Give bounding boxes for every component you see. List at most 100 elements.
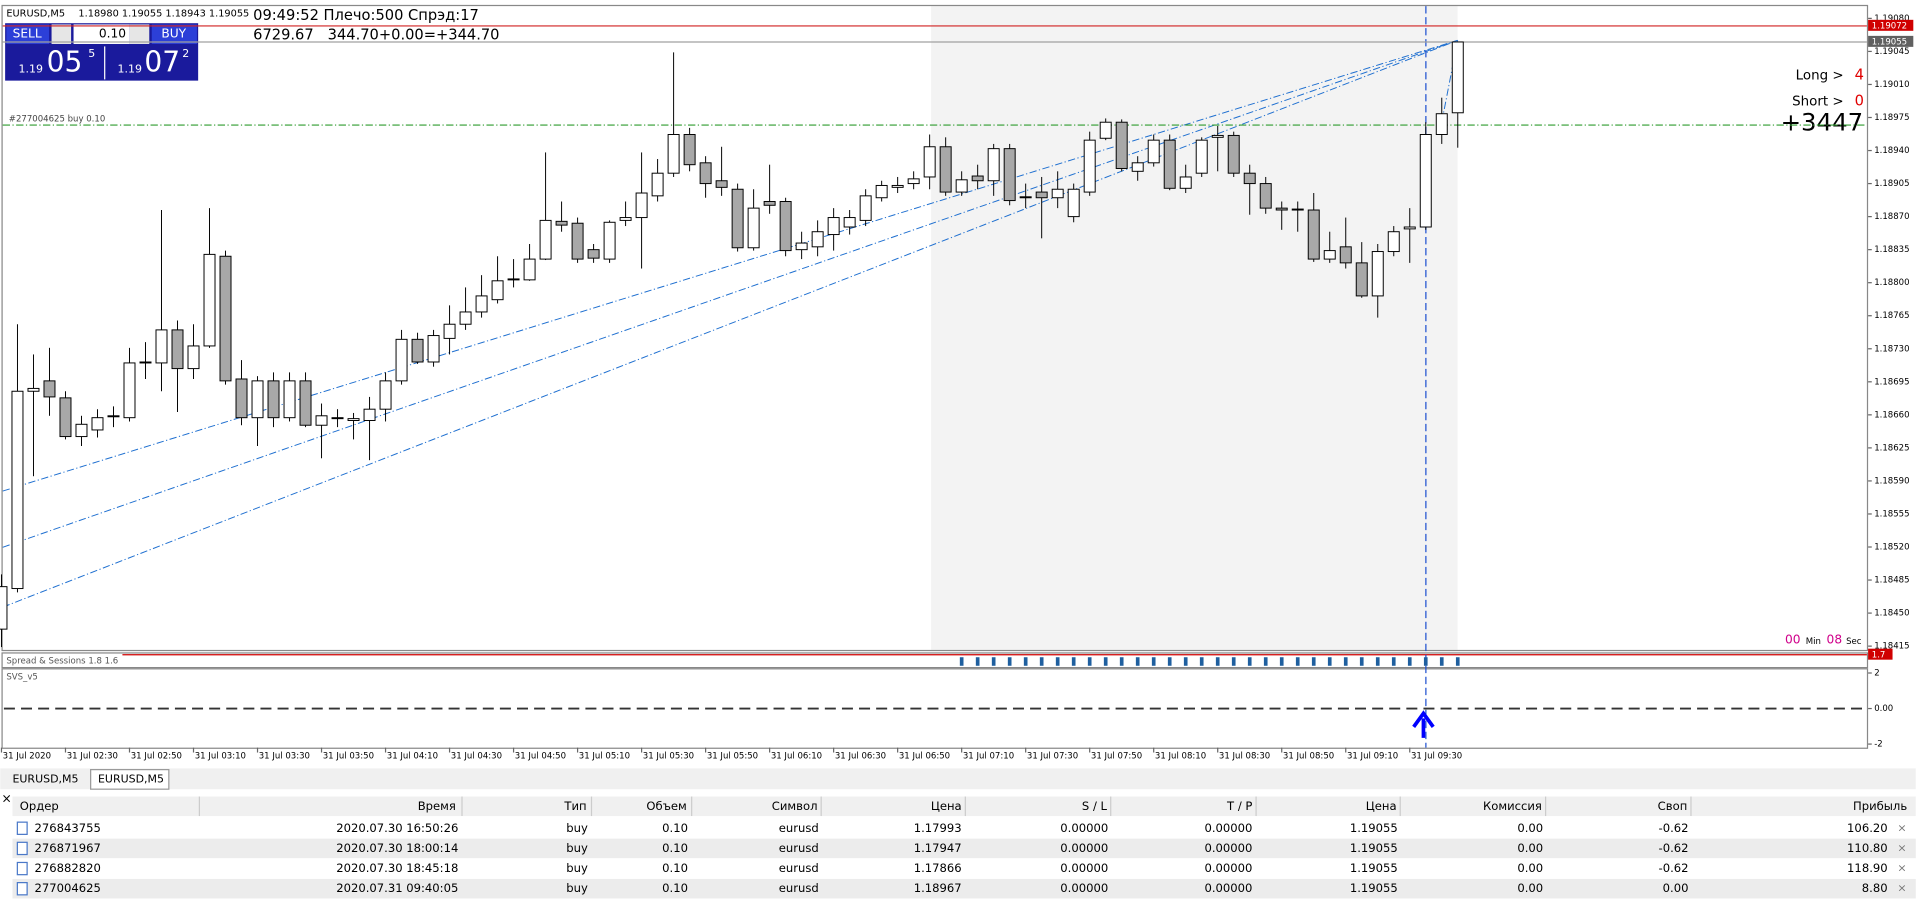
y-tick-label: 1.18695	[1874, 377, 1909, 387]
y-tick-label: 1.18485	[1874, 576, 1909, 586]
lot-down[interactable]	[51, 24, 72, 44]
bid-tag-bg	[1868, 35, 1914, 47]
row-close: ×	[1897, 882, 1906, 895]
spread-bar	[1423, 657, 1428, 666]
candle-body	[379, 380, 392, 410]
lot-value: 0.10	[99, 27, 126, 41]
candle-body	[123, 362, 136, 419]
spread-bar	[1327, 657, 1332, 666]
candle-body	[235, 378, 248, 419]
ask-big: 1.19	[118, 63, 142, 76]
candle-body	[843, 217, 856, 228]
timer-sec: 08	[1827, 633, 1843, 647]
spread-title: Spread & Sessions 1.8 1.6	[6, 656, 118, 666]
x-tick-label: 31 Jul 07:10	[963, 752, 1014, 762]
spread-tag: 1.7	[1872, 650, 1886, 660]
candle-body	[171, 329, 184, 370]
cell: eurusd	[779, 841, 819, 855]
cell: 2020.07.31 09:40:05	[336, 881, 458, 895]
spread-bar	[1071, 657, 1076, 666]
candle-body	[827, 217, 840, 236]
total-profit: +3447	[1781, 107, 1864, 136]
symbol: EURUSD,M5	[6, 8, 65, 19]
x-tick-label: 31 Jul 07:50	[1091, 752, 1142, 762]
x-tick-label: 31 Jul 06:10	[771, 752, 822, 762]
spread-bar	[1055, 657, 1060, 666]
cell: 0.10	[662, 841, 688, 855]
svs-frame	[1, 668, 1869, 749]
candle-body	[267, 380, 280, 419]
cell: 0.00000	[1060, 821, 1108, 835]
bid-big: 1.19	[19, 63, 43, 76]
tab[interactable]: EURUSD,M5	[98, 772, 164, 785]
svs-tick-label: 0.00	[1874, 704, 1893, 714]
tab[interactable]: EURUSD,M5	[12, 772, 78, 785]
ohlc: 1.18980 1.19055 1.18943 1.19055	[78, 8, 249, 19]
spread-bar	[1359, 657, 1364, 666]
candle-body	[763, 201, 776, 206]
spread-bar	[1247, 657, 1252, 666]
y-tick-label: 1.19080	[1874, 14, 1909, 24]
candle-body	[363, 408, 376, 422]
column-header: Время	[418, 799, 456, 813]
candle-body	[651, 172, 664, 197]
cell: 1.17947	[914, 841, 962, 855]
table-header-bg	[12, 796, 1916, 817]
buy-button[interactable]	[151, 24, 197, 44]
x-tick-label: 31 Jul 09:10	[1347, 752, 1398, 762]
column-header: Своп	[1658, 799, 1688, 813]
close-terminal[interactable]: ×	[1, 791, 11, 805]
spread-bar	[1103, 657, 1108, 666]
candle-body	[0, 586, 8, 630]
column-header: T / P	[1226, 799, 1252, 813]
candle-body	[1019, 196, 1032, 199]
column-header: Цена	[931, 799, 962, 813]
cell: 110.80	[1847, 841, 1888, 855]
divider	[104, 46, 106, 80]
lot-up[interactable]	[129, 24, 150, 44]
cell: 276871967	[34, 841, 100, 855]
candle-body	[1083, 139, 1096, 193]
x-tick-label: 31 Jul 05:50	[707, 752, 758, 762]
candle-body	[459, 311, 472, 325]
row-close: ×	[1897, 841, 1906, 854]
chart-frame	[1, 4, 1869, 652]
cell: 276843755	[34, 821, 100, 835]
candle-body	[443, 323, 456, 339]
y-tick-label: 1.19045	[1874, 47, 1909, 57]
cell: -0.62	[1659, 861, 1689, 875]
lot-input[interactable]	[73, 24, 130, 44]
candle-body	[907, 178, 920, 185]
candle-body	[859, 195, 872, 221]
candle-body	[1451, 41, 1464, 114]
candle-body	[1147, 139, 1160, 164]
bid-point: 5	[88, 47, 95, 60]
candle-body	[699, 162, 712, 185]
spread-bar	[1407, 657, 1412, 666]
short-label: Short >	[1792, 94, 1844, 109]
cell: 106.20	[1847, 821, 1888, 835]
cell: buy	[566, 881, 588, 895]
cell: 0.00000	[1204, 841, 1252, 855]
candle-body	[811, 231, 824, 248]
candle-body	[795, 242, 808, 251]
cell: 276882820	[34, 861, 100, 875]
spread-frame	[1, 652, 1869, 669]
row-close: ×	[1897, 821, 1906, 834]
tab-active[interactable]	[90, 769, 170, 790]
candle-body	[1035, 191, 1048, 199]
candle-body	[1243, 172, 1256, 185]
x-tick-label: 31 Jul 03:30	[259, 752, 310, 762]
x-tick-label: 31 Jul 09:30	[1411, 752, 1462, 762]
column-header: Тип	[563, 799, 586, 813]
row-icon	[16, 841, 28, 856]
spread-bar	[1311, 657, 1316, 666]
spread-bar	[1199, 657, 1204, 666]
candle-body	[1419, 134, 1432, 228]
candle-body	[571, 222, 584, 260]
trade-panel: SELL 0.10 BUY 1.19 05 5 1.19 07 2	[5, 23, 199, 81]
short-count: 0	[1855, 92, 1864, 109]
candle-body	[955, 179, 968, 193]
spread-bar	[1007, 657, 1012, 666]
sell-button[interactable]	[6, 24, 50, 44]
